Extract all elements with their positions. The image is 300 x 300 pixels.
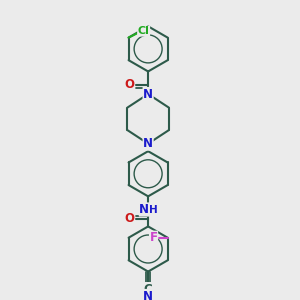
Text: O: O [124, 212, 134, 225]
Text: N: N [143, 88, 153, 100]
Text: F: F [150, 231, 158, 244]
Text: C: C [144, 283, 152, 296]
Text: O: O [124, 78, 134, 91]
Text: N: N [140, 203, 149, 216]
Text: N: N [143, 290, 153, 300]
Text: H: H [149, 205, 158, 214]
Text: Cl: Cl [138, 26, 150, 36]
Text: N: N [143, 137, 153, 150]
